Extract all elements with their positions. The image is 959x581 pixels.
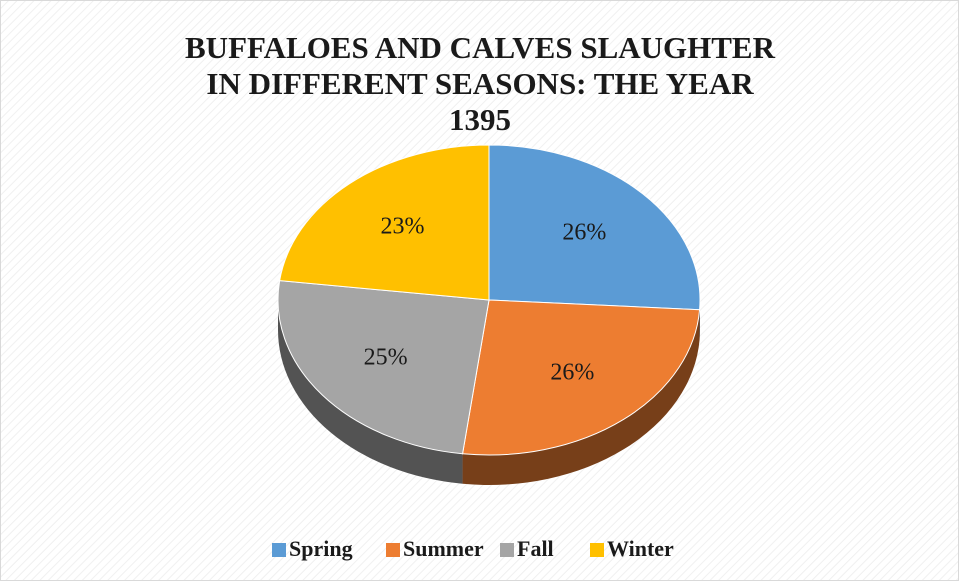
slice	[488, 144, 701, 311]
data-label: 26%	[562, 220, 606, 246]
data-label: 26%	[550, 360, 594, 386]
data-label: 25%	[364, 344, 408, 370]
chart-title: BUFFALOES AND CALVES SLAUGHTER IN DIFFER…	[185, 30, 775, 137]
data-label: 23%	[380, 213, 424, 239]
legend-label: Spring	[289, 536, 353, 561]
slice	[279, 144, 490, 301]
legend-swatch	[500, 543, 514, 557]
legend-swatch	[272, 543, 286, 557]
legend-swatch	[590, 543, 604, 557]
slice	[277, 280, 490, 455]
slice-side	[462, 309, 700, 485]
slice	[461, 299, 701, 456]
legend-label: Summer	[403, 536, 484, 561]
legend-label: Winter	[607, 536, 674, 561]
legend-swatch	[386, 543, 400, 557]
slice-side	[278, 300, 463, 484]
legend-label: Fall	[517, 536, 554, 561]
